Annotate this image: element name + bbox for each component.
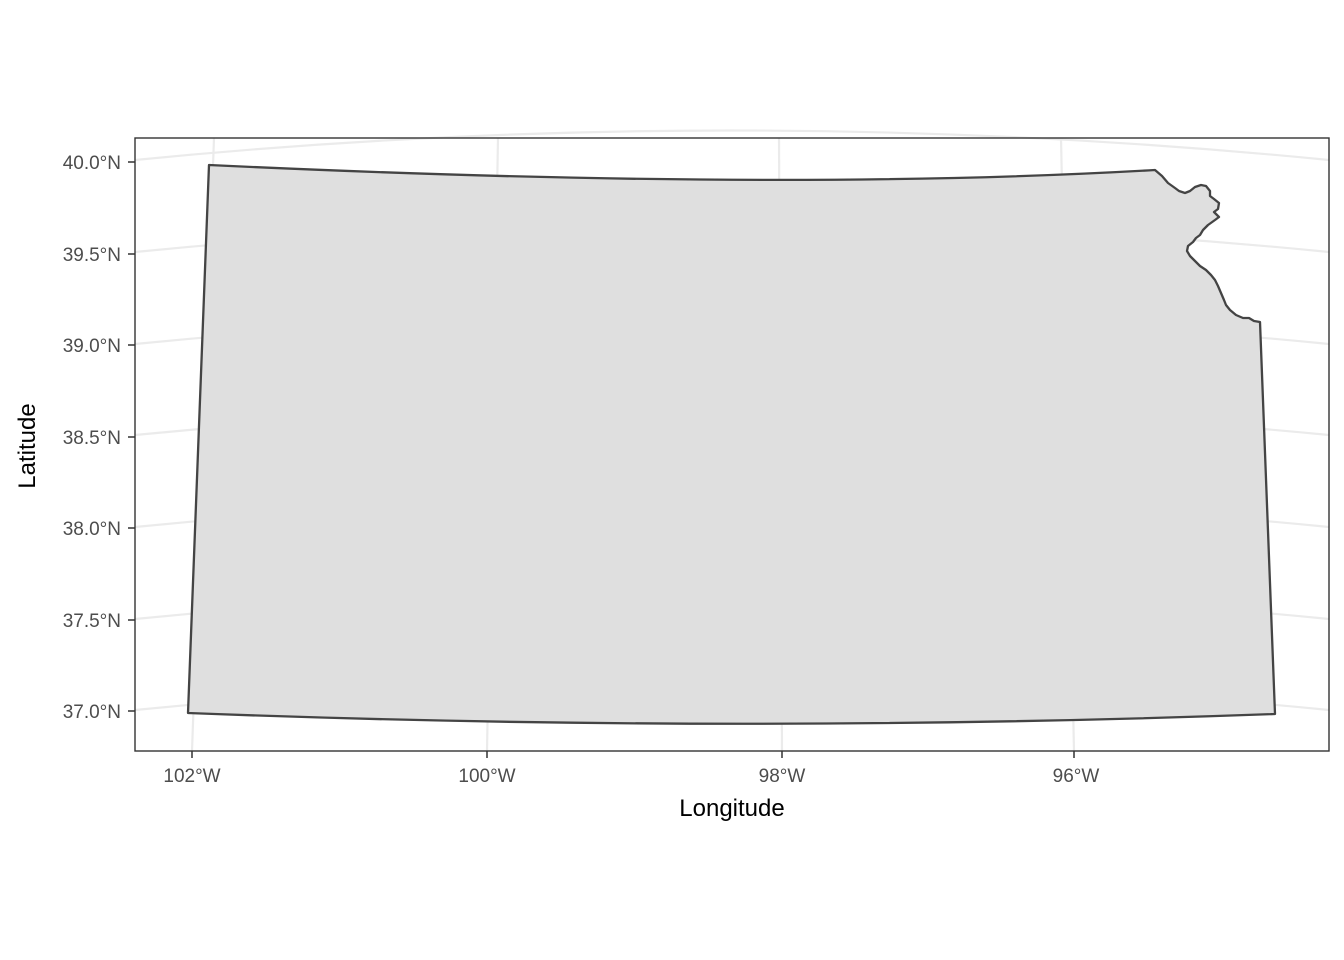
x-axis-title: Longitude (679, 795, 784, 822)
y-tick-label: 38.5°N (63, 428, 121, 449)
x-tick-label: 102°W (163, 766, 220, 787)
x-tick-label: 100°W (458, 766, 515, 787)
y-tick-label: 39.5°N (63, 245, 121, 266)
y-tick-label: 39.0°N (63, 336, 121, 357)
graticule-lat-40 (134, 129, 1330, 162)
x-tick-label: 96°W (1053, 766, 1100, 787)
y-tick-label: 37.5°N (63, 611, 121, 632)
plot-panel (134, 129, 1330, 752)
x-axis: 102°W 100°W 98°W 96°W Longitude (163, 751, 1099, 822)
y-axis: 40.0°N 39.5°N 39.0°N 38.5°N 38.0°N 37.5°… (14, 153, 135, 723)
panel-border (134, 137, 1330, 752)
y-tick-label: 37.0°N (63, 702, 121, 723)
y-tick-label: 40.0°N (63, 153, 121, 174)
state-outline-shape (186, 163, 1277, 725)
y-axis-title: Latitude (14, 403, 41, 488)
y-tick-label: 38.0°N (63, 519, 121, 540)
x-tick-label: 98°W (759, 766, 806, 787)
